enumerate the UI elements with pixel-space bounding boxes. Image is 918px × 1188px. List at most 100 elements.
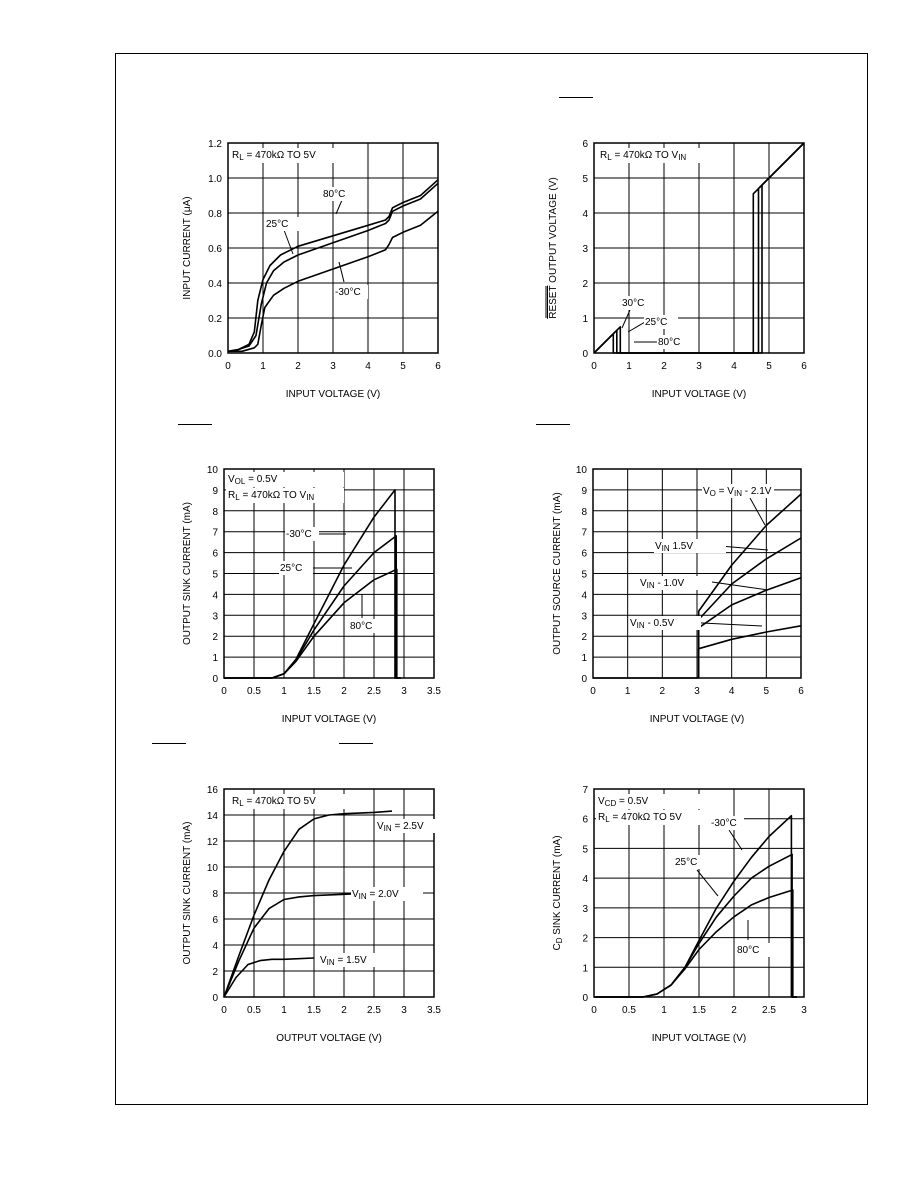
series-line	[593, 142, 805, 354]
y-tick-label: 0.4	[208, 279, 222, 290]
x-tick-label: 2	[341, 1005, 347, 1016]
y-tick-label: 14	[207, 811, 219, 822]
series-line	[593, 493, 802, 679]
y-tick-label: 4	[582, 209, 588, 220]
plot-frame	[223, 788, 435, 998]
label-bg	[319, 953, 391, 967]
y-tick-label: 5	[582, 844, 588, 855]
x-tick-label: 2	[660, 686, 666, 697]
overline-mark	[536, 424, 570, 425]
series-line	[223, 957, 315, 998]
y-tick-label: 10	[207, 863, 219, 874]
series-label: 80°C	[323, 189, 345, 200]
y-axis-label: RESET OUTPUT VOLTAGE (V)	[548, 177, 559, 319]
series-line	[224, 489, 398, 679]
x-tick-label: 5	[400, 361, 406, 372]
overline-mark	[178, 424, 212, 425]
y-tick-label: 1.2	[208, 139, 222, 150]
x-tick-label: 0.5	[622, 1005, 636, 1016]
y-tick-label: 0.0	[208, 349, 222, 360]
label-bg	[674, 855, 708, 869]
x-tick-label: 2.5	[367, 1005, 381, 1016]
y-tick-label: 6	[581, 549, 587, 560]
x-tick-label: 6	[798, 686, 804, 697]
x-tick-label: 0.5	[247, 686, 261, 697]
x-tick-label: 6	[435, 361, 441, 372]
annotation-bg	[230, 794, 348, 809]
plot-frame	[227, 142, 439, 354]
annotation-text: RL = 470kΩ TO VIN	[228, 490, 314, 502]
y-tick-label: 0	[212, 674, 218, 685]
x-tick-label: 2.5	[367, 686, 381, 697]
label-leader	[711, 581, 769, 591]
y-tick-label: 7	[212, 528, 218, 539]
x-axis-label: OUTPUT VOLTAGE (V)	[276, 1033, 382, 1044]
overline-mark	[559, 97, 593, 98]
plot-frame	[593, 788, 805, 998]
label-bg	[279, 561, 313, 575]
plot-frame	[223, 468, 435, 679]
x-tick-label: 2	[341, 686, 347, 697]
y-tick-label: 0	[212, 993, 218, 1004]
x-tick-label: 3	[401, 1005, 407, 1016]
y-axis-label: INPUT CURRENT (μA)	[182, 196, 193, 299]
y-tick-label: 5	[582, 174, 588, 185]
series-label: 25°C	[645, 317, 667, 328]
y-tick-label: 10	[576, 465, 588, 476]
x-tick-label: 6	[801, 361, 807, 372]
label-bg	[657, 335, 691, 349]
x-tick-label: 1.5	[692, 1005, 706, 1016]
label-bg	[285, 527, 319, 541]
x-axis-label: INPUT VOLTAGE (V)	[286, 389, 380, 400]
y-tick-label: 4	[212, 941, 218, 952]
x-tick-label: 0	[221, 1005, 227, 1016]
x-tick-label: 0	[225, 361, 231, 372]
label-bg	[334, 285, 368, 299]
series-line	[594, 814, 797, 998]
y-tick-label: 9	[212, 486, 218, 497]
annotation-text: VCD = 0.5V	[598, 796, 649, 808]
overline-mark	[152, 743, 186, 744]
x-axis-label: INPUT VOLTAGE (V)	[650, 714, 744, 725]
x-tick-label: 1	[626, 361, 632, 372]
x-tick-label: 3.5	[427, 1005, 441, 1016]
label-leader	[283, 229, 294, 255]
series-label: 25°C	[280, 563, 302, 574]
label-leader	[749, 497, 766, 526]
x-tick-label: 2	[295, 361, 301, 372]
x-axis-label: INPUT VOLTAGE (V)	[282, 714, 376, 725]
x-tick-label: 3	[401, 686, 407, 697]
label-bg	[654, 539, 726, 553]
annotation-bg	[596, 794, 714, 809]
annotation-bg	[226, 488, 344, 503]
x-tick-label: 0	[591, 361, 597, 372]
x-tick-label: 0	[590, 686, 596, 697]
label-leader	[621, 309, 631, 329]
series-line	[594, 853, 797, 998]
x-tick-label: 2	[661, 361, 667, 372]
x-tick-label: 0	[591, 1005, 597, 1016]
series-line	[224, 568, 401, 679]
y-tick-label: 1	[582, 963, 588, 974]
y-tick-label: 7	[581, 528, 587, 539]
series-line	[223, 892, 375, 998]
y-tick-label: 12	[207, 837, 219, 848]
y-tick-label: 16	[207, 785, 219, 796]
x-axis-label: INPUT VOLTAGE (V)	[652, 389, 746, 400]
label-bg	[639, 576, 711, 590]
y-tick-label: 0.8	[208, 209, 222, 220]
annotation-text: RL = 470kΩ TO 5V	[232, 150, 316, 162]
series-line	[227, 182, 439, 353]
x-tick-label: 1	[625, 686, 631, 697]
label-leader	[696, 869, 719, 897]
y-tick-label: 1	[212, 653, 218, 664]
y-tick-label: 3	[582, 244, 588, 255]
series-label: 80°C	[658, 337, 680, 348]
y-tick-label: 9	[581, 486, 587, 497]
y-tick-label: 6	[582, 815, 588, 826]
label-bg	[710, 816, 744, 830]
x-axis-label: INPUT VOLTAGE (V)	[652, 1033, 746, 1044]
series-line	[697, 576, 802, 678]
y-axis-label: CD SINK CURRENT (mA)	[552, 835, 564, 950]
